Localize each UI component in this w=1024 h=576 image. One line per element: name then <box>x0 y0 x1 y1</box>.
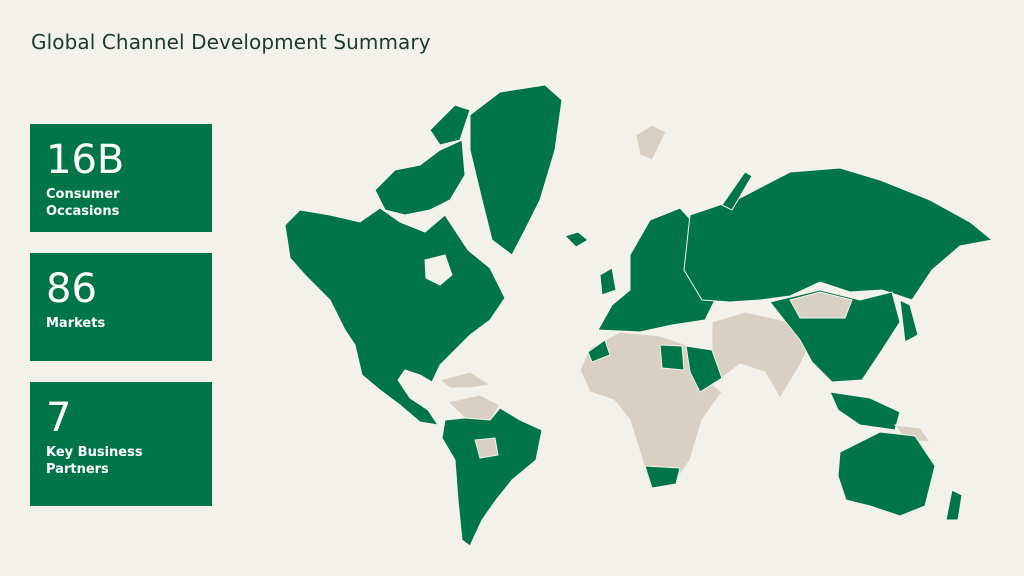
stat-label: Consumer Occasions <box>46 187 120 219</box>
japan <box>899 299 919 343</box>
arabia <box>685 345 723 393</box>
stat-card-consumer-occasions: 16B Consumer Occasions <box>30 124 212 232</box>
north-america-region <box>284 207 506 426</box>
stat-value: 16B <box>46 137 125 183</box>
south-africa <box>644 465 681 489</box>
hudson-bay <box>424 254 453 286</box>
greenland <box>469 84 563 256</box>
egypt <box>659 344 685 371</box>
venezuela-region <box>446 394 501 421</box>
australia <box>837 431 936 517</box>
stat-value: 7 <box>46 395 72 441</box>
stat-card-markets: 86 Markets <box>30 253 212 361</box>
arctic-island-2 <box>429 104 471 146</box>
southeast-asia <box>829 391 901 431</box>
uk <box>599 267 617 296</box>
new-zealand <box>945 489 963 521</box>
mongolia <box>789 291 853 319</box>
iceland <box>564 231 589 248</box>
russia <box>683 167 994 303</box>
novaya-zemlya <box>721 171 753 211</box>
svalbard <box>635 124 667 161</box>
arctic-islands <box>374 139 466 216</box>
central-south-asia <box>711 311 813 399</box>
stat-card-key-business-partners: 7 Key Business Partners <box>30 382 212 506</box>
stat-value: 86 <box>46 266 97 312</box>
morocco <box>587 339 611 363</box>
stat-label: Markets <box>46 316 106 331</box>
south-america <box>441 407 543 547</box>
caribbean <box>438 371 492 389</box>
page-title: Global Channel Development Summary <box>31 30 431 54</box>
stat-label: Key Business Partners <box>46 445 143 477</box>
bolivia <box>474 437 499 459</box>
africa <box>579 331 723 488</box>
